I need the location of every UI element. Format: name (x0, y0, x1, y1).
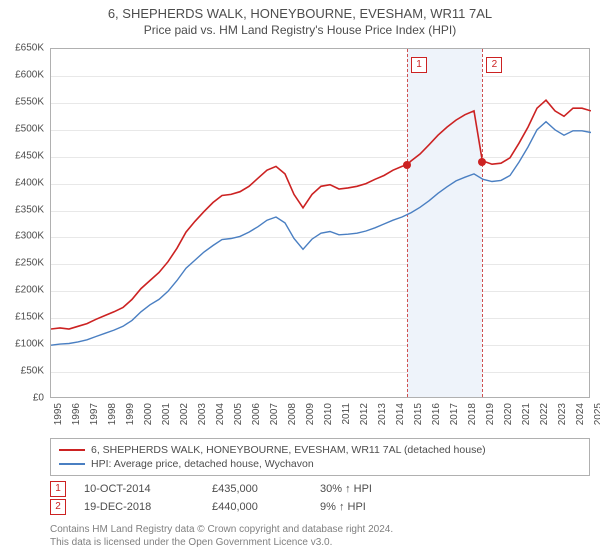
legend-label: HPI: Average price, detached house, Wych… (91, 458, 314, 470)
y-tick-label: £350K (0, 204, 44, 215)
x-tick-label: 2016 (431, 403, 442, 425)
y-tick-label: £150K (0, 312, 44, 323)
x-tick-label: 2025 (593, 403, 600, 425)
x-tick-label: 2021 (521, 403, 532, 425)
sale-marker-icon: 1 (50, 481, 66, 497)
x-tick-label: 2010 (323, 403, 334, 425)
y-tick-label: £650K (0, 43, 44, 54)
y-tick-label: £250K (0, 258, 44, 269)
x-tick-label: 2012 (359, 403, 370, 425)
sale-date: 19-DEC-2018 (84, 501, 194, 513)
y-tick-label: £550K (0, 96, 44, 107)
x-tick-label: 2009 (305, 403, 316, 425)
sale-date: 10-OCT-2014 (84, 483, 194, 495)
legend-item: HPI: Average price, detached house, Wych… (59, 457, 581, 471)
plot-region: 12 (50, 48, 590, 398)
sale-pct: 9% ↑ HPI (320, 501, 420, 513)
series-line (51, 100, 591, 329)
series-line (51, 122, 591, 346)
legend-swatch (59, 449, 85, 451)
y-tick-label: £50K (0, 366, 44, 377)
x-tick-label: 2002 (179, 403, 190, 425)
x-tick-label: 2011 (341, 403, 352, 425)
x-tick-label: 1995 (53, 403, 64, 425)
footnote: Contains HM Land Registry data © Crown c… (50, 524, 590, 549)
sales-row: 2 19-DEC-2018 £440,000 9% ↑ HPI (50, 498, 590, 516)
sale-price: £435,000 (212, 483, 302, 495)
x-tick-label: 2000 (143, 403, 154, 425)
x-tick-label: 2008 (287, 403, 298, 425)
x-tick-label: 2004 (215, 403, 226, 425)
y-tick-label: £450K (0, 150, 44, 161)
x-tick-label: 2006 (251, 403, 262, 425)
y-tick-label: £600K (0, 69, 44, 80)
x-tick-label: 1998 (107, 403, 118, 425)
line-layer (51, 49, 591, 399)
footnote-line: This data is licensed under the Open Gov… (50, 537, 590, 550)
x-tick-label: 2005 (233, 403, 244, 425)
x-tick-label: 1996 (71, 403, 82, 425)
y-tick-label: £100K (0, 339, 44, 350)
x-tick-label: 2017 (449, 403, 460, 425)
x-tick-label: 1997 (89, 403, 100, 425)
x-tick-label: 2014 (395, 403, 406, 425)
x-tick-label: 2020 (503, 403, 514, 425)
x-tick-label: 2019 (485, 403, 496, 425)
y-tick-label: £500K (0, 123, 44, 134)
x-tick-label: 2001 (161, 403, 172, 425)
x-tick-label: 2003 (197, 403, 208, 425)
sale-price: £440,000 (212, 501, 302, 513)
legend-swatch (59, 463, 85, 465)
x-tick-label: 1999 (125, 403, 136, 425)
chart-area: 12 £0£50K£100K£150K£200K£250K£300K£350K£… (50, 48, 590, 398)
legend-item: 6, SHEPHERDS WALK, HONEYBOURNE, EVESHAM,… (59, 443, 581, 457)
sale-pct: 30% ↑ HPI (320, 483, 420, 495)
chart-title: 6, SHEPHERDS WALK, HONEYBOURNE, EVESHAM,… (0, 0, 600, 21)
y-tick-label: £400K (0, 177, 44, 188)
y-tick-label: £0 (0, 393, 44, 404)
x-tick-label: 2023 (557, 403, 568, 425)
x-tick-label: 2018 (467, 403, 478, 425)
legend: 6, SHEPHERDS WALK, HONEYBOURNE, EVESHAM,… (50, 438, 590, 476)
x-tick-label: 2024 (575, 403, 586, 425)
x-tick-label: 2013 (377, 403, 388, 425)
sales-row: 1 10-OCT-2014 £435,000 30% ↑ HPI (50, 480, 590, 498)
y-tick-label: £300K (0, 231, 44, 242)
x-tick-label: 2007 (269, 403, 280, 425)
y-tick-label: £200K (0, 285, 44, 296)
chart-container: 6, SHEPHERDS WALK, HONEYBOURNE, EVESHAM,… (0, 0, 600, 560)
sale-marker-icon: 2 (50, 499, 66, 515)
sales-table: 1 10-OCT-2014 £435,000 30% ↑ HPI 2 19-DE… (50, 480, 590, 516)
chart-subtitle: Price paid vs. HM Land Registry's House … (0, 21, 600, 37)
footnote-line: Contains HM Land Registry data © Crown c… (50, 524, 590, 537)
x-tick-label: 2022 (539, 403, 550, 425)
legend-label: 6, SHEPHERDS WALK, HONEYBOURNE, EVESHAM,… (91, 444, 486, 456)
x-tick-label: 2015 (413, 403, 424, 425)
